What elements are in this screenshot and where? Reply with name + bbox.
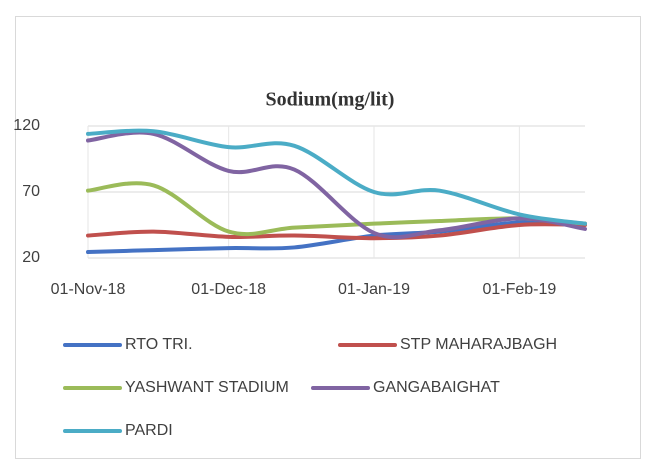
x-tick-label: 01-Feb-19 bbox=[482, 281, 556, 298]
series-line bbox=[86, 222, 587, 241]
legend-label: YASHWANT STADIUM bbox=[125, 379, 289, 396]
y-tick-label: 70 bbox=[22, 183, 40, 200]
legend-label: RTO TRI. bbox=[125, 336, 193, 353]
legend-label: PARDI bbox=[125, 422, 173, 439]
series-line bbox=[86, 128, 587, 226]
x-tick-label: 01-Dec-18 bbox=[191, 281, 266, 298]
series-line bbox=[86, 130, 587, 240]
series-line bbox=[86, 219, 587, 255]
chart-title: Sodium(mg/lit) bbox=[266, 89, 395, 111]
legend-label: STP MAHARAJBAGH bbox=[400, 336, 557, 353]
y-tick-label: 20 bbox=[22, 249, 40, 266]
legend-label: GANGABAIGHAT bbox=[373, 379, 500, 396]
x-tick-label: 01-Nov-18 bbox=[51, 281, 126, 298]
x-tick-label: 01-Jan-19 bbox=[338, 281, 410, 298]
y-tick-label: 120 bbox=[13, 117, 40, 134]
